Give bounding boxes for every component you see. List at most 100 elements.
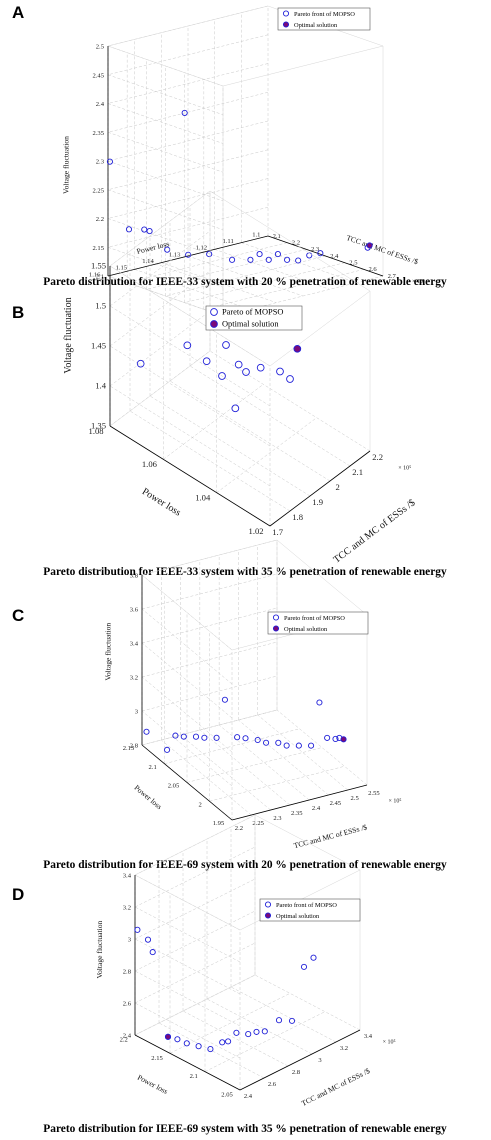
y-tick-label: 1.04 [195, 492, 211, 502]
panel-letter: B [12, 303, 24, 322]
box-edge [141, 709, 278, 746]
pareto-point [202, 357, 211, 366]
pareto-point [229, 256, 236, 263]
grid-line [254, 974, 361, 1031]
y-tick-label: 1.15 [116, 265, 128, 272]
panel-letter: D [12, 885, 24, 904]
optimal-solution-point [164, 1033, 172, 1040]
z-tick-label: 3.6 [130, 607, 139, 614]
grid-line [182, 1010, 289, 1067]
z-tick-label: 3 [128, 937, 132, 944]
pareto-point [134, 926, 141, 933]
box-edge [107, 5, 269, 47]
grid-line [107, 63, 269, 104]
y-tick-label: 2.05 [221, 1092, 233, 1099]
z-tick-label: 2.15 [92, 245, 104, 252]
chart-panel-d: 2.42.62.833.23.42.052.12.152.22.42.62.83… [12, 814, 447, 1135]
grid-line [107, 149, 269, 190]
grid-line [169, 993, 291, 1054]
x-tick-label: 2.8 [292, 1069, 301, 1076]
grid [141, 539, 368, 821]
pareto-point [185, 251, 192, 258]
x-tick-label: 2.1 [273, 233, 281, 240]
pareto-point [213, 734, 220, 741]
pareto-point [310, 954, 317, 961]
pareto-point [288, 1017, 296, 1024]
grid-line [216, 417, 317, 493]
grid-line [107, 120, 269, 162]
legend-box [259, 898, 361, 922]
grid-line [109, 310, 211, 387]
pareto-point [222, 341, 230, 349]
y-tick-label: 1.95 [213, 820, 225, 827]
grid-line [141, 641, 278, 678]
pareto-point [183, 1040, 190, 1047]
grid-line [238, 719, 329, 796]
legend-label: Pareto of MOPSO [222, 308, 283, 317]
box-edge [134, 814, 256, 876]
y-axis-label: Power loss [132, 783, 163, 811]
grid-line [276, 709, 368, 786]
y-axis-line [109, 425, 271, 527]
y-axis-label: Power loss [140, 486, 183, 519]
pareto-point [245, 1031, 252, 1038]
grid-line [187, 255, 304, 297]
pareto-point [234, 360, 243, 369]
grid-line [209, 766, 345, 802]
box-edge [107, 45, 224, 87]
grid-line [230, 986, 337, 1043]
pareto-point [263, 739, 270, 746]
legend-box [267, 611, 369, 635]
legend-label: Pareto front of MOPSO [276, 902, 337, 909]
pareto-point [143, 728, 150, 735]
x-tick-label: 2.2 [235, 825, 243, 832]
pareto-point [242, 368, 250, 376]
grid-line [107, 207, 269, 248]
box-edge [222, 45, 384, 87]
optimal-solution-point [366, 242, 373, 249]
legend: Pareto front of MOPSO Optimal solution [267, 611, 369, 635]
panel-letter: A [12, 3, 24, 22]
grid-line [186, 747, 323, 783]
pareto-point [247, 256, 254, 263]
z-tick-label: 2.4 [123, 1033, 132, 1040]
grid-line [107, 178, 269, 219]
x-axis-label: TCC and MC of ESSs /$ [293, 822, 368, 850]
grid-line [107, 103, 224, 144]
caption: Pareto distribution for IEEE-69 system w… [43, 859, 447, 871]
box-edge [209, 190, 371, 292]
box-edge [134, 974, 256, 1036]
pareto-point [174, 1036, 181, 1043]
legend: Pareto front of MOPSO Optimal solution [259, 898, 361, 922]
z-tick-label: 3.2 [130, 675, 138, 682]
grid-line [149, 395, 311, 497]
y-axis-line [134, 1034, 241, 1091]
legend-marker-pareto [210, 308, 218, 316]
z-axis-label: Voltage fluctuation [95, 920, 104, 978]
grid-line [109, 230, 211, 307]
grid-line [107, 247, 224, 288]
x-tick-label: 2.6 [268, 1081, 277, 1088]
y-axis-line [107, 235, 269, 277]
x-exponent-label: × 10⁵ [383, 1040, 396, 1046]
pareto-point [324, 734, 331, 741]
pareto-point [164, 746, 171, 753]
grid-line [134, 910, 256, 972]
y-axis-line [141, 744, 233, 821]
z-tick-label: 2.8 [130, 743, 139, 750]
pareto-point [265, 256, 272, 263]
z-tick-label: 2.25 [92, 187, 104, 194]
caption: Pareto distribution for IEEE-33 system w… [43, 276, 447, 288]
z-tick-label: 2.6 [123, 1001, 132, 1008]
pareto-point [221, 696, 228, 703]
y-tick-label: 1.08 [89, 426, 104, 436]
grid-line [109, 270, 211, 347]
pareto-point [256, 251, 263, 258]
x-axis-line [239, 1029, 361, 1091]
grid [107, 5, 384, 317]
y-tick-label: 2.15 [151, 1055, 163, 1062]
grid-line [109, 305, 271, 407]
y-tick-label: 2.1 [190, 1073, 198, 1080]
x-tick-label: 2.3 [311, 246, 320, 253]
x-tick-label: 2.35 [291, 810, 303, 817]
